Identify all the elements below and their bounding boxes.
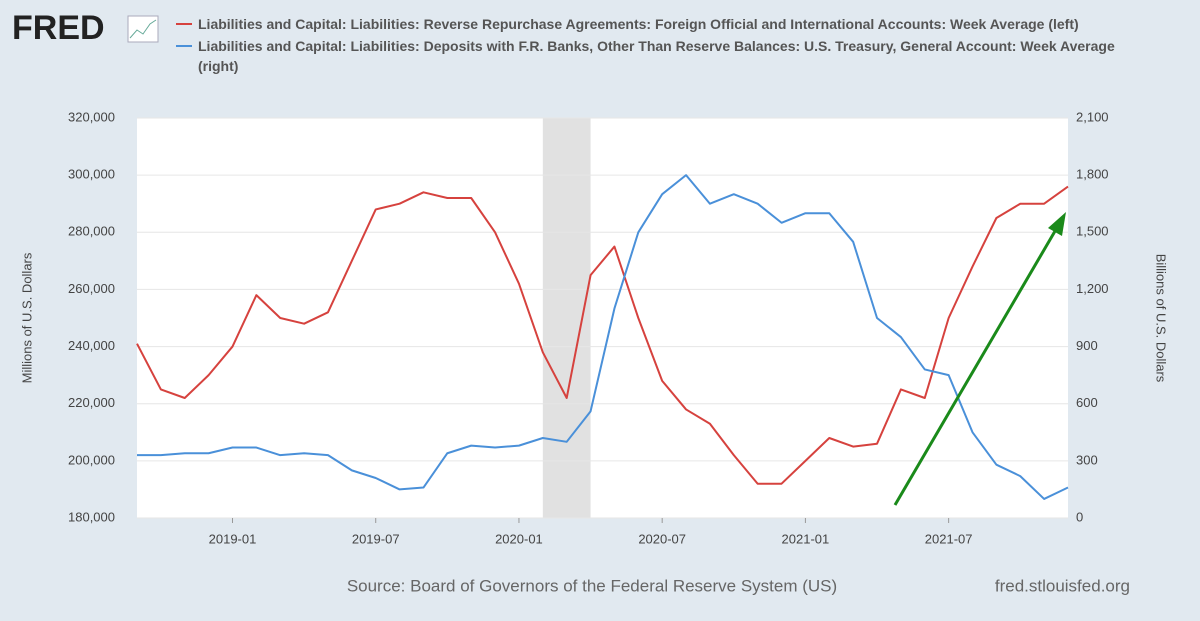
yticks-label: 260,000 [68,281,115,296]
series-line [136,185,1069,485]
yticks-label: 240,000 [68,338,115,353]
legend-entry: Liabilities and Capital: Liabilities: Re… [176,14,1136,34]
x-tick-label: 2020-01 [495,531,543,546]
yticks-label: 200,000 [68,452,115,467]
y-axis-title: Millions of U.S. Dollars [19,252,34,383]
source: Source: Board of Governors of the Federa… [347,576,837,595]
legend-label: Liabilities and Capital: Liabilities: Re… [198,16,1079,32]
x-tick-label: 2019-07 [352,531,400,546]
plot-area [137,118,1068,518]
y2ticks-label: 1,800 [1076,167,1109,182]
y2ticks-label: 300 [1076,452,1098,467]
arrow-annotation [893,212,1066,506]
series-line [137,174,1069,500]
legend: Liabilities and Capital: Liabilities: Re… [176,14,1136,78]
site: fred.stlouisfed.org [995,576,1130,595]
x-tick-label: 2020-07 [638,531,686,546]
legend-swatch [176,45,192,47]
y2ticks-label: 2,100 [1076,109,1109,124]
recession-shade [542,118,591,518]
x-tick-label: 2019-01 [209,531,257,546]
yticks-label: 280,000 [68,224,115,239]
y2ticks-label: 1,500 [1076,224,1109,239]
yticks-label: 300,000 [68,167,115,182]
y2ticks-label: 900 [1076,338,1098,353]
y2ticks-label: 600 [1076,395,1098,410]
legend-label: Liabilities and Capital: Liabilities: De… [198,38,1115,74]
y2ticks-label: 1,200 [1076,281,1109,296]
logo: FRED [12,9,105,47]
x-tick-label: 2021-01 [782,531,830,546]
yticks-label: 180,000 [68,509,115,524]
logo-icon [127,15,159,43]
legend-entry: Liabilities and Capital: Liabilities: De… [176,36,1136,76]
y2-axis-title: Billions of U.S. Dollars [1154,254,1169,383]
y2ticks-label: 0 [1076,509,1083,524]
legend-swatch [176,23,192,25]
yticks-label: 220,000 [68,395,115,410]
x-tick-label: 2021-07 [925,531,973,546]
yticks-label: 320,000 [68,109,115,124]
